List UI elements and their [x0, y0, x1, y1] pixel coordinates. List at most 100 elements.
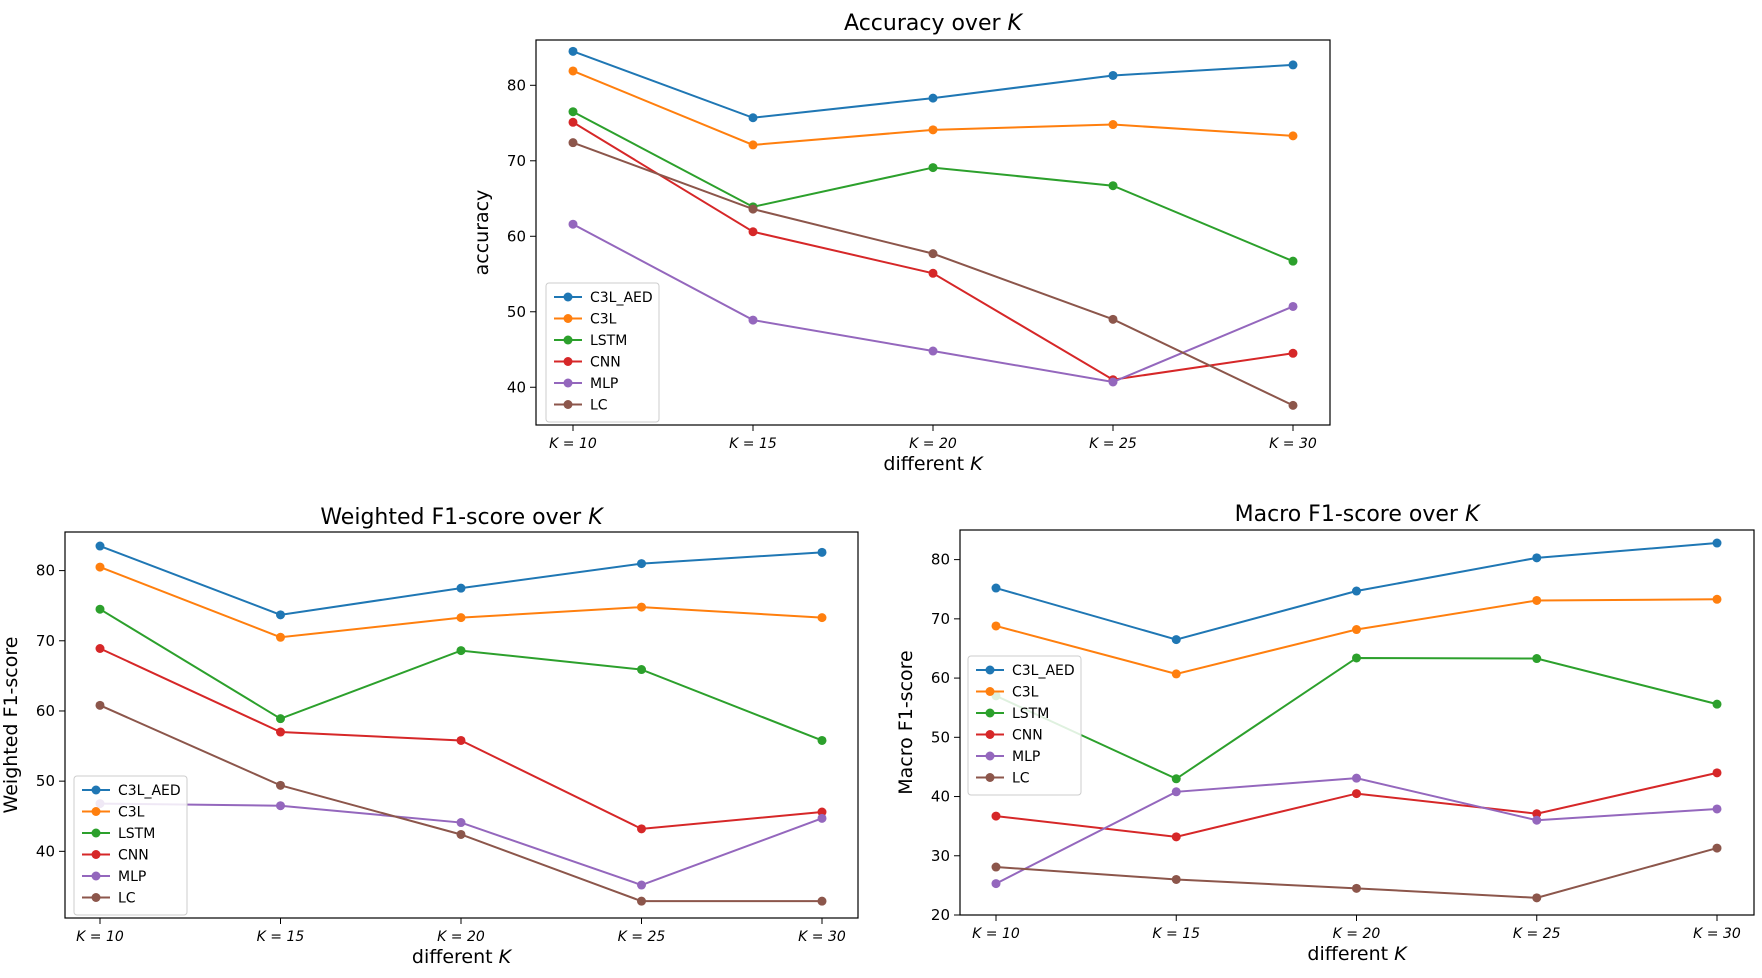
macro-f1-legend-marker-lstm — [985, 708, 995, 718]
macro-f1-legend-marker-lc — [985, 773, 995, 782]
accuracy-point-mlp — [568, 219, 578, 229]
macro-f1-legend-label-lstm: LSTM — [1012, 706, 1049, 722]
weighted-f1-point-c3l — [456, 613, 466, 623]
macro-f1-point-lc — [1712, 843, 1722, 853]
macro-f1-point-lstm — [1712, 699, 1722, 709]
accuracy-series-line-c3l-aed — [572, 50, 1294, 119]
accuracy-legend-label-c3l-aed: C3L_AED — [590, 290, 653, 306]
accuracy-y-tick-label: 60 — [507, 227, 526, 245]
accuracy-point-c3l — [1108, 120, 1118, 130]
accuracy-point-lstm — [1108, 181, 1118, 191]
accuracy-series-line-mlp — [572, 223, 1294, 384]
macro-f1-point-lc — [1352, 883, 1361, 893]
accuracy-point-lstm — [568, 107, 578, 117]
weighted-f1-point-lc — [817, 896, 827, 906]
accuracy-chart: Accuracy over K different K accuracy 40 50 60… — [471, 11, 1331, 475]
weighted-f1-y-tick-label: 50 — [36, 772, 55, 790]
weighted-f1-point-cnn — [456, 735, 466, 745]
accuracy-y-tick-label: 80 — [507, 76, 526, 94]
macro-f1-x-axis-label: different K — [1307, 943, 1408, 965]
macro-f1-series-line-lstm — [995, 656, 1718, 780]
weighted-f1-point-lstm — [817, 735, 827, 745]
macro-f1-point-c3l — [991, 621, 1001, 631]
accuracy-legend-marker-lstm — [563, 335, 573, 345]
accuracy-point-c3l-aed — [568, 46, 578, 56]
weighted-f1-y-tick-label: 40 — [36, 842, 55, 860]
macro-f1-point-c3l-aed — [1532, 553, 1542, 563]
weighted-f1-series-line-c3l — [99, 566, 823, 639]
accuracy-point-lstm — [928, 163, 938, 173]
weighted-f1-series-line-lc — [99, 704, 822, 903]
macro-f1-point-cnn — [1712, 768, 1722, 778]
accuracy-x-tick-label: K = 20 — [909, 436, 957, 452]
weighted-f1-x-tick-label: K = 25 — [618, 929, 666, 945]
accuracy-x-tick-label: K = 10 — [549, 436, 597, 452]
macro-f1-y-tick-label: 80 — [931, 551, 950, 569]
weighted-f1-chart: Weighted F1-score over K different K Weigh… — [0, 505, 859, 968]
macro-f1-legend: C3L_AED C3L LSTM CNN MLP LC — [967, 655, 1082, 796]
macro-f1-y-tick-label: 60 — [931, 669, 950, 687]
accuracy-legend-label-cnn: CNN — [590, 355, 621, 371]
accuracy-legend-label-lc: LC — [590, 398, 608, 414]
accuracy-legend: C3L_AED C3L LSTM CNN MLP LC — [545, 282, 660, 423]
weighted-f1-point-c3l — [637, 602, 646, 612]
macro-f1-point-c3l — [1712, 594, 1722, 604]
weighted-f1-point-c3l — [817, 613, 827, 623]
weighted-f1-y-axis-label: Weighted F1-score — [0, 637, 22, 814]
accuracy-x-axis-label: different K — [883, 453, 984, 475]
macro-f1-series-line-c3l — [995, 598, 1718, 675]
macro-f1-y-axis-label: Macro F1-score — [895, 650, 917, 794]
macro-f1-point-mlp — [1352, 773, 1361, 783]
weighted-f1-point-c3l-aed — [817, 547, 827, 557]
macro-f1-point-lc — [1171, 874, 1181, 884]
accuracy-legend-label-lstm: LSTM — [590, 333, 627, 349]
macro-f1-legend-marker-cnn — [985, 730, 995, 739]
weighted-f1-legend-label-c3l-aed: C3L_AED — [118, 783, 181, 799]
accuracy-x-tick-label: K = 15 — [729, 436, 777, 452]
accuracy-point-lc — [568, 138, 578, 148]
accuracy-point-lc — [1288, 400, 1298, 410]
weighted-f1-point-lc — [456, 829, 466, 839]
macro-f1-x-tick-label: K = 15 — [1152, 926, 1200, 942]
weighted-f1-legend-marker-cnn — [91, 850, 101, 859]
weighted-f1-point-cnn — [637, 824, 646, 834]
macro-f1-x-tick-label: K = 25 — [1513, 926, 1561, 942]
macro-f1-x-tick-label: K = 10 — [972, 926, 1020, 942]
weighted-f1-point-c3l-aed — [95, 541, 105, 551]
weighted-f1-point-mlp — [637, 880, 646, 890]
macro-f1-y-tick-label: 30 — [931, 847, 950, 865]
macro-f1-point-c3l-aed — [1171, 635, 1181, 645]
macro-f1-point-lstm — [1171, 774, 1181, 784]
accuracy-point-mlp — [748, 315, 758, 325]
accuracy-point-c3l-aed — [1288, 60, 1298, 70]
weighted-f1-x-tick-label: K = 30 — [798, 929, 846, 945]
weighted-f1-point-lstm — [95, 604, 105, 614]
weighted-f1-x-tick-label: K = 10 — [76, 929, 124, 945]
macro-f1-point-c3l-aed — [991, 583, 1001, 593]
weighted-f1-point-c3l-aed — [637, 559, 646, 569]
weighted-f1-legend-label-lc: LC — [118, 891, 136, 907]
accuracy-point-c3l-aed — [748, 113, 758, 123]
macro-f1-y-tick-label: 50 — [931, 728, 950, 746]
weighted-f1-legend: C3L_AED C3L LSTM CNN MLP LC — [73, 775, 188, 916]
macro-f1-y-tick-label: 40 — [931, 788, 950, 806]
macro-f1-point-mlp — [1171, 787, 1181, 797]
macro-f1-point-cnn — [1532, 809, 1542, 819]
accuracy-title: Accuracy over K — [844, 11, 1024, 36]
macro-f1-x-tick-label: K = 30 — [1693, 926, 1741, 942]
accuracy-legend-marker-c3l — [563, 314, 573, 323]
macro-f1-point-c3l-aed — [1352, 586, 1361, 596]
macro-f1-point-lc — [1532, 893, 1542, 903]
macro-f1-legend-label-lc: LC — [1012, 771, 1030, 787]
weighted-f1-y-tick-label: 60 — [36, 702, 55, 720]
weighted-f1-point-c3l — [95, 562, 105, 572]
accuracy-point-lc — [1108, 314, 1118, 324]
weighted-f1-point-lc — [95, 700, 105, 710]
macro-f1-point-mlp — [991, 879, 1001, 889]
macro-f1-x-tick-label: K = 20 — [1333, 926, 1381, 942]
weighted-f1-x-axis-label: different K — [412, 946, 513, 968]
macro-f1-chart: Macro F1-score over K different K Macro F1… — [895, 502, 1755, 965]
weighted-f1-point-mlp — [456, 818, 466, 828]
macro-f1-point-c3l — [1532, 595, 1542, 605]
weighted-f1-point-lstm — [637, 665, 646, 675]
